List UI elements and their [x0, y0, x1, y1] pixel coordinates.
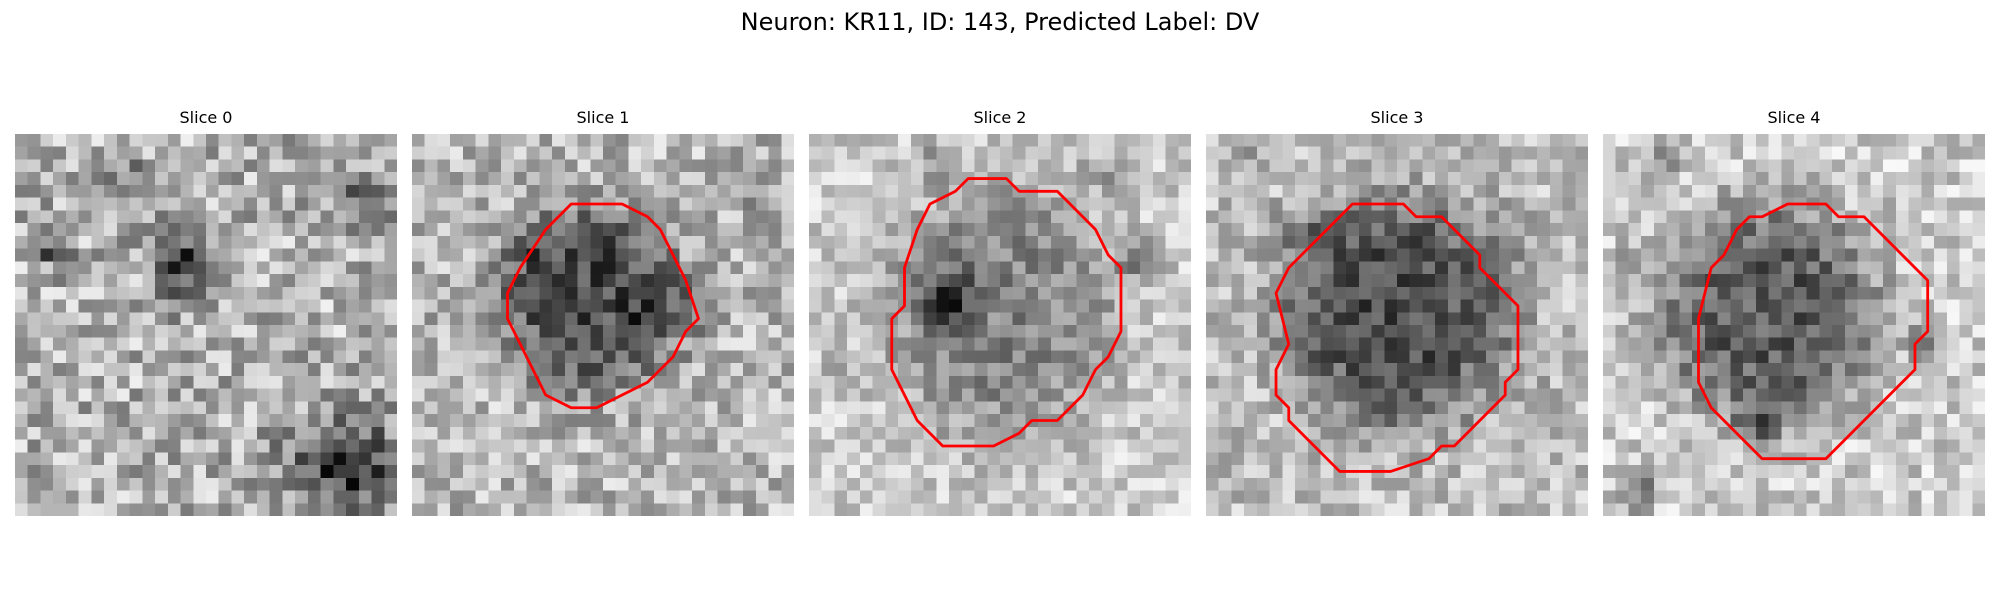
slice-panel-3: Slice 3 — [1206, 108, 1588, 516]
slice-title: Slice 1 — [576, 108, 630, 127]
soma-contour — [1274, 202, 1520, 473]
slice-image-4 — [1603, 134, 1985, 516]
slice-title: Slice 4 — [1767, 108, 1821, 127]
slice-image-2 — [809, 134, 1191, 516]
slice-panel-1: Slice 1 — [412, 108, 794, 516]
slice-panel-4: Slice 4 — [1603, 108, 1985, 516]
slice-panel-2: Slice 2 — [809, 108, 1191, 516]
soma-contour — [890, 177, 1123, 448]
slice-image-0 — [15, 134, 397, 516]
slice-title: Slice 0 — [179, 108, 233, 127]
soma-contour — [1697, 202, 1930, 461]
slice-title: Slice 2 — [973, 108, 1027, 127]
slice-title: Slice 3 — [1370, 108, 1424, 127]
slice-image-1 — [412, 134, 794, 516]
figure-title: Neuron: KR11, ID: 143, Predicted Label: … — [740, 8, 1260, 36]
slice-image-3 — [1206, 134, 1588, 516]
soma-contour — [506, 202, 700, 410]
slice-panel-0: Slice 0 — [15, 108, 397, 516]
